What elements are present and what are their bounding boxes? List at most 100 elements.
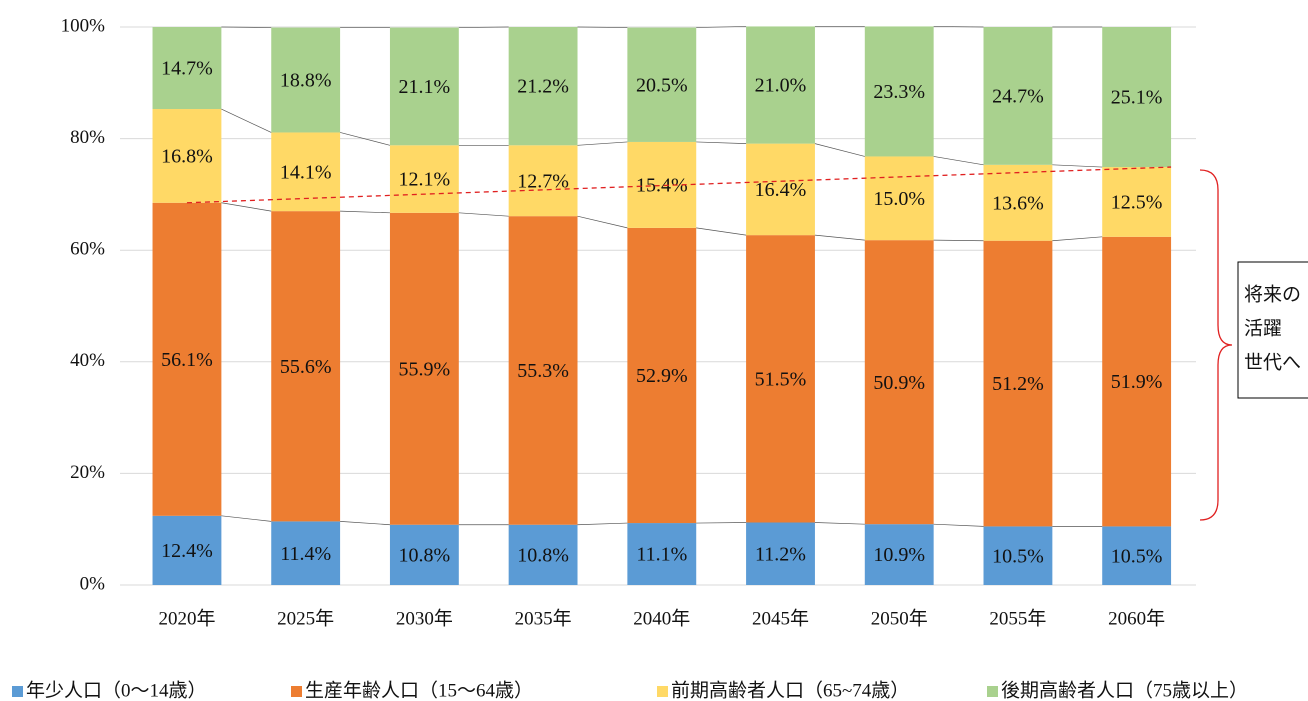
trend-annotation	[186, 166, 1172, 204]
legend-label: 後期高齢者人口（75歳以上）	[1001, 679, 1248, 701]
value-label: 11.4%	[280, 543, 331, 565]
bar-segment	[746, 26, 815, 144]
bar-segment	[1102, 526, 1172, 585]
series-line	[933, 523, 984, 527]
series-line	[1052, 236, 1103, 242]
series-line	[577, 522, 628, 526]
annotation-box	[1237, 261, 1308, 399]
value-label: 55.3%	[517, 360, 569, 382]
annotation-text: 世代へ	[1244, 351, 1301, 373]
bar-segment	[864, 240, 934, 525]
value-label: 15.0%	[873, 188, 925, 210]
value-label: 10.8%	[399, 544, 451, 566]
bar-segment	[389, 212, 459, 525]
series-line	[696, 141, 747, 144]
value-label: 14.1%	[280, 161, 332, 183]
series-line	[340, 521, 390, 526]
value-label: 50.9%	[873, 372, 925, 394]
x-tick-label: 2035年	[515, 607, 572, 629]
series-line	[814, 522, 865, 525]
value-label: 12.4%	[161, 540, 213, 562]
value-label: 12.7%	[517, 170, 569, 192]
value-label: 25.1%	[1111, 87, 1163, 109]
value-label: 20.5%	[636, 74, 688, 96]
value-label: 21.0%	[755, 75, 807, 97]
series-line	[340, 132, 391, 146]
y-tick-label: 100%	[61, 15, 106, 36]
value-label: 12.5%	[1111, 192, 1163, 214]
series-line	[458, 212, 509, 217]
value-label: 51.2%	[992, 373, 1044, 395]
series-line	[933, 156, 984, 166]
bar-segment	[508, 216, 578, 525]
bar-segment	[389, 145, 459, 213]
value-label: 10.8%	[517, 544, 569, 566]
y-tick-label: 0%	[80, 573, 106, 594]
bar-segment	[389, 524, 459, 585]
value-label: 55.6%	[280, 356, 332, 378]
bar-segment	[983, 27, 1053, 165]
bar-segment	[746, 522, 815, 585]
bar-segment	[864, 156, 934, 241]
value-label: 14.7%	[161, 58, 213, 80]
series-line	[221, 202, 272, 212]
value-label: 55.9%	[399, 358, 451, 380]
series-line	[933, 239, 984, 242]
bar-segment	[627, 27, 697, 142]
x-tick-label: 2060年	[1108, 607, 1165, 629]
value-label: 24.7%	[992, 86, 1044, 108]
series-line	[221, 515, 272, 522]
legend-swatch	[291, 686, 302, 697]
x-tick-label: 2040年	[633, 607, 690, 629]
series-line	[577, 215, 628, 229]
legend-label: 年少人口（0〜14歳）	[26, 679, 207, 701]
series-line	[221, 108, 272, 133]
bar-segment	[508, 27, 578, 146]
bar-segment	[152, 109, 222, 203]
x-tick-label: 2050年	[871, 607, 928, 629]
x-tick-label: 2055年	[989, 607, 1046, 629]
bar-segment	[271, 211, 341, 522]
x-tick-label: 2045年	[752, 607, 809, 629]
bar-segment	[983, 164, 1053, 241]
x-tick-label: 2030年	[396, 607, 453, 629]
series-line	[458, 26, 509, 28]
series-line	[221, 26, 272, 28]
value-label: 11.1%	[636, 544, 687, 566]
bar-segment	[627, 227, 697, 524]
value-label: 15.4%	[636, 175, 688, 197]
value-label: 11.2%	[755, 543, 806, 565]
y-tick-label: 20%	[70, 462, 105, 483]
bar-segment	[627, 523, 697, 585]
series-line	[696, 227, 747, 236]
value-label: 10.9%	[873, 544, 925, 566]
bar-segment	[746, 143, 815, 236]
legend-swatch	[657, 686, 668, 697]
value-label: 10.5%	[1111, 545, 1163, 567]
annotation-text: 将来の	[1244, 283, 1301, 305]
y-tick-label: 60%	[70, 239, 105, 260]
bar-segment	[1102, 27, 1172, 168]
bar-segment	[746, 235, 815, 523]
value-label: 51.9%	[1111, 371, 1163, 393]
series-line	[1052, 164, 1103, 168]
brace	[1199, 169, 1233, 521]
value-label: 18.8%	[280, 70, 332, 92]
value-label: 52.9%	[636, 365, 688, 387]
value-label: 16.4%	[755, 179, 807, 201]
legend-label: 生産年齢人口（15〜64歳）	[305, 679, 533, 701]
annotation-text: 活躍	[1244, 317, 1282, 339]
legend-swatch	[12, 686, 23, 697]
bar-segment	[983, 240, 1053, 527]
bar-segment	[152, 27, 222, 110]
legend-swatch	[987, 686, 998, 697]
bar-segment	[389, 27, 459, 146]
series-line	[340, 210, 390, 214]
bar-segment	[864, 26, 934, 157]
value-label: 21.1%	[399, 76, 451, 98]
series-line	[696, 26, 747, 28]
value-label: 13.6%	[992, 192, 1044, 214]
series-line	[814, 234, 865, 241]
y-tick-label: 40%	[70, 350, 105, 371]
series-line	[814, 143, 865, 157]
